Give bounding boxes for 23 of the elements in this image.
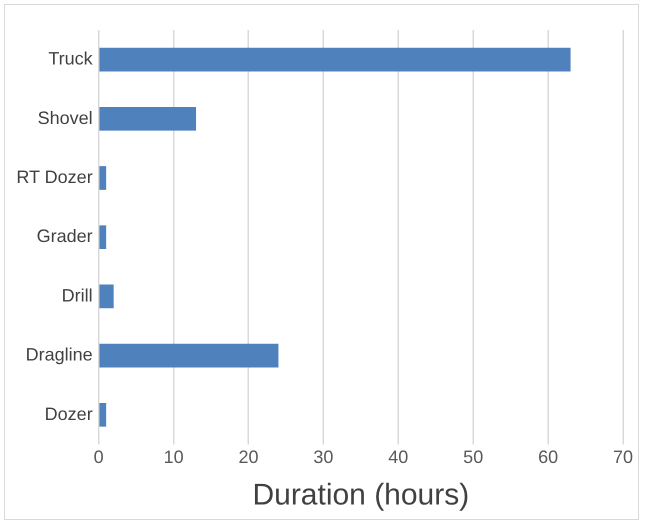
y-tick-label: RT Dozer (16, 166, 93, 187)
x-tick-label: 10 (164, 447, 184, 468)
bar (99, 344, 278, 368)
x-axis-title: Duration (hours) (252, 478, 470, 512)
bar (99, 402, 106, 427)
y-tick-label: Shovel (38, 108, 93, 128)
x-tick-label: 40 (388, 447, 408, 468)
y-tick-label: Dragline (26, 344, 93, 365)
bar (99, 48, 571, 72)
y-tick-label: Dozer (44, 404, 93, 424)
x-tick-label: 30 (313, 447, 334, 468)
x-tick-label: 0 (94, 447, 104, 468)
x-tick-label: 70 (612, 447, 634, 468)
y-tick-label: Grader (36, 226, 93, 246)
bar (99, 284, 114, 308)
bar (99, 225, 106, 250)
x-tick-label: 60 (538, 447, 558, 468)
bar (99, 166, 106, 190)
y-tick-label: Truck (48, 48, 94, 69)
y-tick-label: Drill (62, 285, 93, 306)
bar (99, 106, 196, 131)
x-tick-label: 50 (463, 447, 484, 468)
x-tick-label: 20 (238, 447, 259, 468)
